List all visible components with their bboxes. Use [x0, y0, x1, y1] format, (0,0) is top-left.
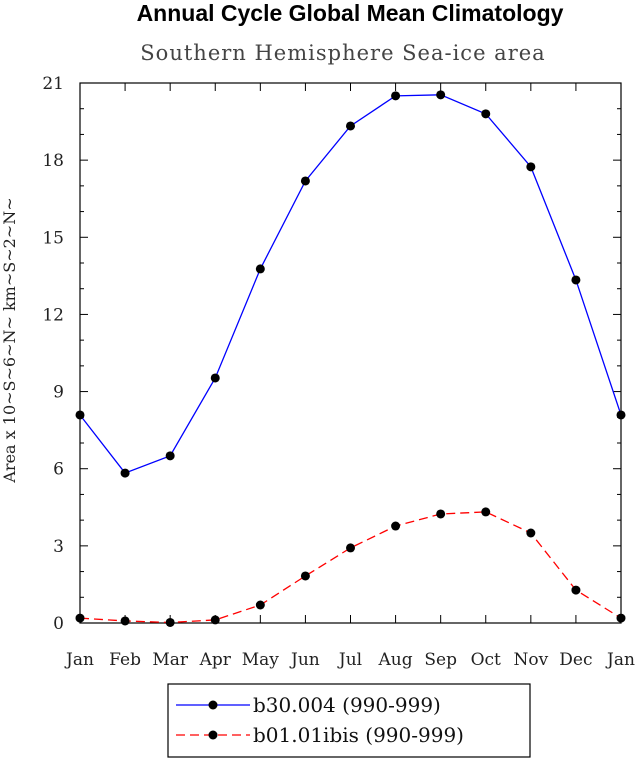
data-point: [526, 162, 536, 172]
x-tick-label: Jun: [289, 650, 320, 670]
data-point: [391, 91, 401, 101]
y-tick-label: 18: [42, 151, 64, 171]
chart-title: Annual Cycle Global Mean Climatology: [137, 0, 564, 26]
data-point: [75, 410, 85, 420]
data-point: [526, 528, 536, 538]
y-tick-label: 9: [53, 383, 64, 403]
data-point: [300, 571, 310, 581]
data-point: [346, 543, 355, 553]
data-point: [481, 507, 491, 517]
series-line: [79, 511, 622, 624]
data-point: [346, 121, 355, 131]
data-point: [571, 585, 581, 595]
data-point: [210, 615, 220, 625]
x-tick-label: Nov: [513, 650, 548, 670]
legend-label: b30.004 (990-999): [253, 693, 441, 717]
x-tick-label: Oct: [471, 650, 501, 670]
data-point: [255, 264, 265, 274]
x-tick-label: Jan: [605, 650, 635, 670]
y-tick-label: 6: [53, 460, 64, 480]
data-point: [481, 109, 491, 119]
x-tick-label: Mar: [152, 650, 189, 670]
y-axis-label: Area x 10~S~6~N~ km~S~2~N~: [0, 197, 19, 483]
data-point: [165, 451, 175, 461]
legend-label: b01.01ibis (990-999): [253, 723, 464, 747]
x-tick-label: Feb: [109, 650, 141, 670]
legend-marker: [208, 700, 218, 710]
x-tick-label: Aug: [378, 650, 413, 670]
x-tick-label: Dec: [559, 650, 592, 670]
series-line: [79, 94, 622, 474]
data-point: [300, 176, 310, 186]
y-tick-label: 12: [42, 305, 64, 325]
data-point: [436, 509, 446, 519]
x-tick-label: Sep: [424, 650, 457, 670]
y-tick-label: 15: [42, 228, 64, 248]
data-point: [120, 616, 130, 626]
y-tick-label: 21: [42, 74, 64, 94]
data-point: [616, 410, 626, 420]
data-point: [120, 468, 130, 478]
data-point: [165, 617, 175, 627]
data-point: [210, 373, 220, 383]
x-tick-label: Apr: [199, 650, 232, 670]
plot-frame: [79, 82, 622, 624]
data-point: [436, 90, 446, 100]
data-point: [571, 275, 581, 285]
x-tick-label: Jul: [337, 650, 362, 670]
legend-box: [167, 683, 531, 758]
data-point: [391, 521, 401, 531]
x-tick-label: Jan: [64, 650, 94, 670]
chart-subtitle: Southern Hemisphere Sea-ice area: [140, 41, 545, 65]
x-tick-label: May: [242, 650, 280, 670]
data-point: [616, 613, 626, 623]
legend-marker: [208, 730, 218, 740]
data-point: [255, 600, 265, 610]
y-tick-label: 3: [53, 537, 64, 557]
y-tick-label: 0: [53, 614, 64, 634]
data-point: [75, 613, 85, 623]
